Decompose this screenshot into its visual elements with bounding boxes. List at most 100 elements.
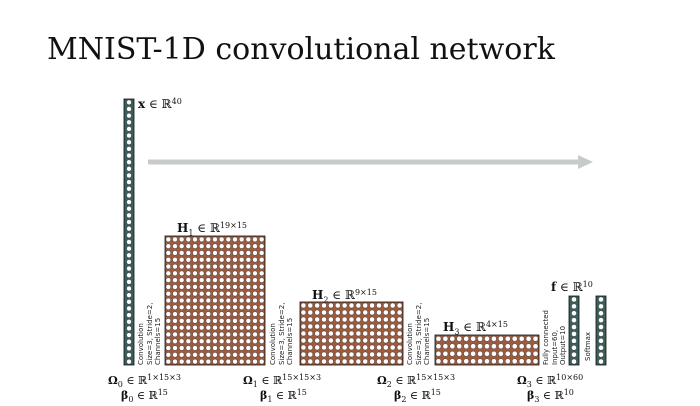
node [205, 358, 211, 365]
node [212, 243, 218, 249]
node [245, 325, 251, 331]
node [245, 291, 251, 297]
node [185, 311, 191, 317]
node [307, 330, 314, 337]
node [199, 304, 205, 310]
node [348, 344, 355, 351]
node [245, 263, 251, 270]
node [245, 358, 251, 365]
node [179, 304, 185, 310]
node [252, 345, 258, 351]
node [126, 299, 132, 305]
node [232, 304, 238, 310]
node [239, 345, 245, 351]
node [192, 325, 198, 331]
node [571, 358, 577, 365]
node [435, 350, 442, 357]
node [252, 284, 258, 290]
node [225, 284, 231, 290]
node [491, 335, 497, 342]
node [179, 243, 185, 249]
node [321, 323, 327, 330]
node [165, 284, 171, 290]
node [192, 250, 198, 256]
node [362, 323, 368, 330]
node [165, 331, 171, 338]
node [172, 331, 178, 338]
node [369, 337, 375, 344]
node [172, 291, 178, 297]
node [239, 297, 245, 304]
node [232, 284, 238, 290]
node [449, 350, 456, 357]
node [165, 358, 171, 365]
node [300, 351, 307, 358]
node [225, 325, 231, 331]
node [212, 263, 218, 270]
node [192, 243, 198, 249]
node [245, 257, 251, 263]
node [598, 324, 604, 330]
node [571, 351, 577, 358]
node [484, 350, 490, 357]
node [376, 302, 382, 309]
node [172, 297, 178, 304]
node [348, 351, 355, 358]
node [328, 344, 334, 351]
node [225, 358, 231, 365]
node [239, 304, 245, 310]
node [307, 351, 314, 358]
node [232, 263, 238, 270]
node [383, 309, 389, 316]
node [328, 316, 334, 323]
node [239, 352, 245, 358]
node [505, 358, 511, 365]
node [511, 358, 518, 365]
node [239, 236, 245, 243]
node [383, 302, 389, 309]
node [362, 351, 368, 358]
node [165, 277, 171, 283]
node [239, 250, 245, 256]
node [484, 358, 490, 365]
node [321, 302, 327, 309]
node [376, 344, 382, 351]
node [192, 297, 198, 304]
conv2-label: Convolution Size=3, Stride=2, Channels=15 [269, 302, 294, 365]
beta1-label: β1 ∈ ℝ15 [260, 388, 307, 405]
node [389, 330, 396, 337]
beta0-label: β0 ∈ ℝ15 [121, 388, 168, 405]
node [232, 270, 238, 276]
node [185, 352, 191, 358]
node [498, 350, 504, 357]
node [571, 296, 577, 303]
node [192, 304, 198, 310]
node [179, 236, 185, 243]
output-column [568, 295, 580, 366]
node [300, 337, 307, 344]
node [335, 358, 341, 365]
node [518, 335, 525, 342]
node [245, 236, 251, 243]
node [212, 304, 218, 310]
node [126, 325, 132, 332]
node [199, 338, 205, 344]
node [456, 350, 463, 357]
hidden-layer-1-nodes [165, 236, 265, 365]
node [225, 250, 231, 256]
node [225, 352, 231, 358]
node [192, 236, 198, 243]
node [199, 263, 205, 270]
node [449, 335, 456, 342]
node [396, 302, 403, 309]
node [321, 344, 327, 351]
node [389, 337, 396, 344]
node [321, 330, 327, 337]
node [355, 309, 362, 316]
node [185, 284, 191, 290]
node [239, 338, 245, 344]
node [355, 323, 362, 330]
node [199, 297, 205, 304]
node [126, 332, 132, 338]
